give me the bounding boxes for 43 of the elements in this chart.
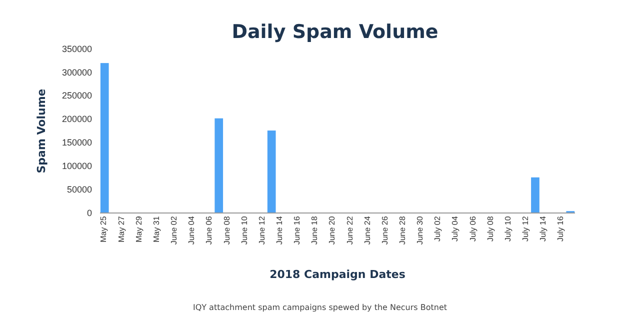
x-tick-label: June 08 xyxy=(222,216,232,245)
bar xyxy=(531,177,540,213)
x-tick-label: June 24 xyxy=(362,216,372,245)
bar xyxy=(100,63,109,213)
bar xyxy=(267,130,276,213)
x-tick-label: June 12 xyxy=(257,216,266,245)
x-tick-label: June 30 xyxy=(416,216,425,245)
x-tick-label: July 16 xyxy=(556,216,566,242)
y-tick-label: 150000 xyxy=(62,138,92,148)
x-tick-label: July 02 xyxy=(433,216,442,242)
x-tick-label: June 22 xyxy=(345,216,354,245)
y-tick-label: 100000 xyxy=(62,161,92,172)
y-axis-title: Spam Volume xyxy=(35,88,48,174)
x-tick-label: June 02 xyxy=(170,216,179,245)
x-tick-label: June 20 xyxy=(328,216,337,245)
y-tick-label: 300000 xyxy=(62,67,92,78)
y-tick-label: 50000 xyxy=(66,184,92,194)
y-tick-label: 250000 xyxy=(62,90,92,101)
bar xyxy=(214,118,224,213)
x-tick-label: June 06 xyxy=(204,216,214,245)
x-tick-label: June 10 xyxy=(240,216,249,245)
chart-title: Daily Spam Volume xyxy=(232,21,438,43)
y-tick-label: 200000 xyxy=(62,114,92,124)
x-tick-label: May 29 xyxy=(134,216,144,242)
x-tick-label: May 27 xyxy=(116,216,126,242)
x-tick-label: June 26 xyxy=(380,216,390,245)
x-tick-label: July 12 xyxy=(521,216,530,242)
x-tick-label: June 04 xyxy=(187,216,196,245)
x-tick-label: June 14 xyxy=(274,216,284,245)
x-tick-label: July 14 xyxy=(538,216,548,242)
x-tick-label: June 18 xyxy=(310,216,320,245)
x-tick-label: June 16 xyxy=(292,216,302,245)
text: IQY attachment spam campaigns spewed by the Necurs Botnet xyxy=(192,303,448,312)
x-tick-label: May 31 xyxy=(152,216,161,242)
x-tick-label: July 06 xyxy=(468,216,478,242)
x-tick-label: July 08 xyxy=(486,216,495,242)
x-tick-label: July 04 xyxy=(450,216,460,242)
x-axis-title: 2018 Campaign Dates xyxy=(270,268,406,281)
x-tick-label: June 28 xyxy=(398,216,408,245)
y-tick-label: 0 xyxy=(86,208,92,218)
x-tick-label: July 10 xyxy=(503,216,512,242)
x-tick-label: May 25 xyxy=(99,216,108,242)
y-tick-label: 350000 xyxy=(62,44,92,54)
